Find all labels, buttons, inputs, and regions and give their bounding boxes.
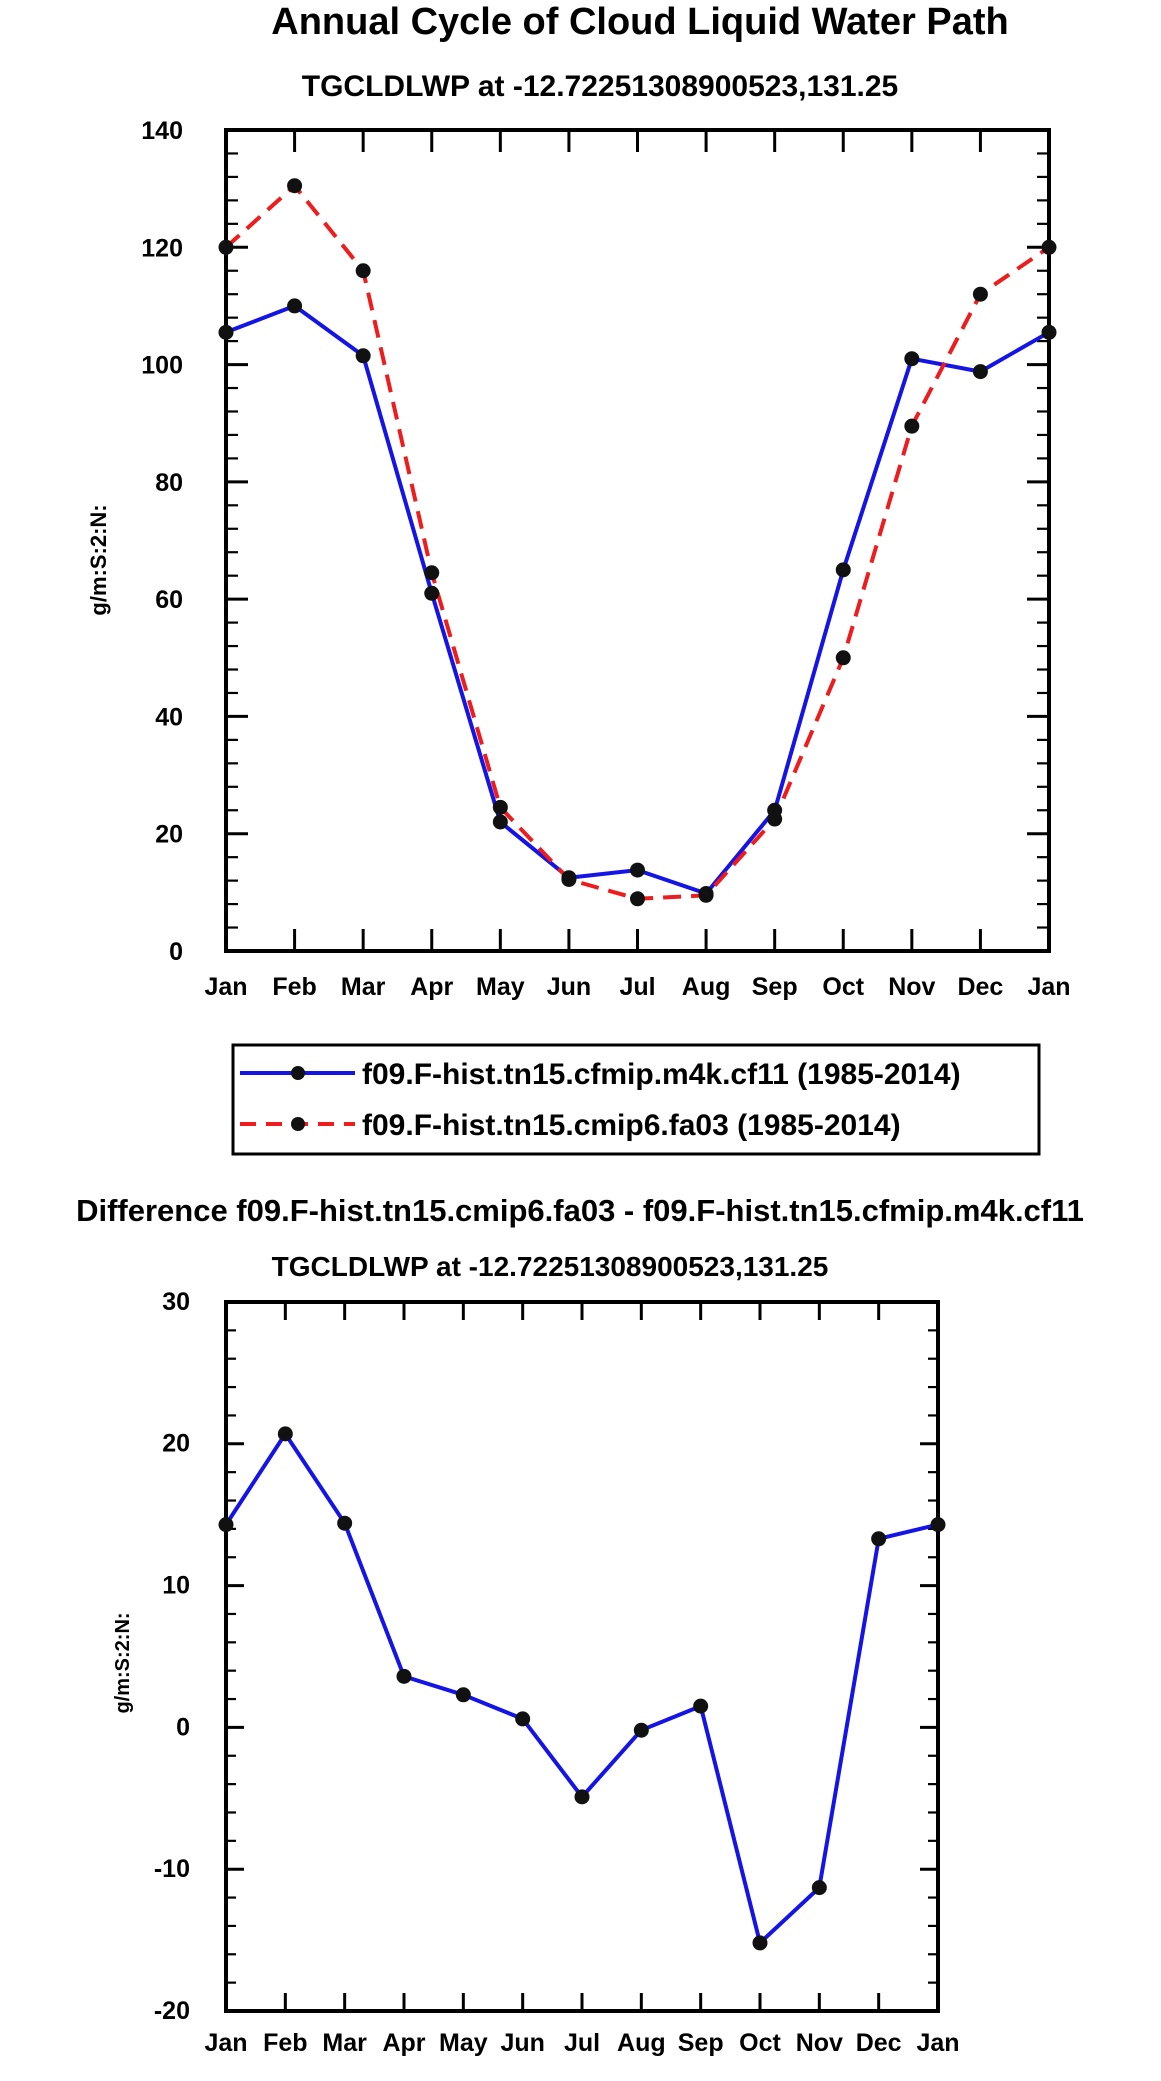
legend-marker-series-2 <box>291 1117 305 1131</box>
chart1-series-2-point <box>630 891 645 907</box>
chart1-series-2-point <box>1041 239 1057 255</box>
chart2-title: Difference f09.F-hist.tn15.cmip6.fa03 - … <box>76 1193 1084 1228</box>
chart2-series-1-point <box>930 1517 946 1533</box>
chart1-series-2-point <box>218 239 234 255</box>
chart2-series-1-point <box>515 1711 531 1727</box>
chart2-xtick-label: Nov <box>796 2029 843 2057</box>
chart2-series-1-point <box>337 1515 353 1531</box>
chart2-series-1-line <box>224 1431 939 1945</box>
chart1-xtick-label: Oct <box>822 973 864 1001</box>
chart2-xtick-label: Apr <box>382 2029 425 2057</box>
chart1-ytick-label: 40 <box>155 703 183 731</box>
legend-label-series-2: f09.F-hist.tn15.cmip6.fa03 (1985-2014) <box>362 1109 901 1142</box>
chart2-xtick-label: Feb <box>263 2029 307 2057</box>
chart1-series-1-point <box>1041 324 1057 340</box>
legend-box <box>231 1043 1041 1156</box>
chart2-series-1-point <box>633 1722 649 1738</box>
chart2-xtick-label: May <box>439 2029 488 2057</box>
chart2-xtick-label: Jan <box>916 2029 959 2057</box>
chart1-ytick-label: 100 <box>141 352 183 380</box>
chart1-series-1-line <box>225 303 1050 896</box>
chart1-ytick-label: 0 <box>169 938 183 966</box>
chart1-series-2-point <box>424 565 440 581</box>
chart1-title: Annual Cycle of Cloud Liquid Water Path <box>271 1 1009 43</box>
chart2-ytick-label: -10 <box>154 1855 190 1883</box>
chart2-ytick-label: 20 <box>162 1430 190 1458</box>
chart2-frame <box>224 1300 940 2013</box>
chart2-series-1-point <box>752 1935 768 1951</box>
chart2-xtick-label: Jul <box>564 2029 600 2057</box>
chart1-plot-area: 0 20 40 60 80 100 120 140 Jan Feb Mar Apr May Jun Jul A… <box>141 117 1070 1001</box>
chart2-xtick-label: Oct <box>739 2029 781 2057</box>
chart1-ytick-label: 120 <box>141 234 183 262</box>
chart1-series-2-line <box>224 183 1051 901</box>
legend-marker-series-1 <box>291 1066 305 1080</box>
chart1-series-1-point <box>630 862 645 878</box>
chart1-ytick-label: 80 <box>155 469 183 497</box>
chart1-ytick-label: 60 <box>155 586 183 614</box>
chart2-ytick-label: 10 <box>162 1572 190 1600</box>
chart2-series-1-point <box>277 1426 293 1442</box>
chart2-series-1-point <box>218 1517 234 1533</box>
chart1-series-1-point <box>424 585 440 601</box>
chart1-series-2-point <box>492 799 508 815</box>
chart1-xtick-label: Sep <box>752 973 798 1001</box>
chart1-xtick-label: Nov <box>888 973 935 1001</box>
chart1-xtick-label: Jan <box>204 973 247 1001</box>
chart1-series-1-point <box>904 351 920 367</box>
chart1-series-2-point <box>767 811 783 827</box>
chart1-xtick-label: Dec <box>957 973 1003 1001</box>
chart1-series-1-point <box>972 364 988 380</box>
chart1-series-2-point <box>904 418 920 434</box>
chart1-xtick-label: Feb <box>272 973 316 1001</box>
chart1-legend: f09.F-hist.tn15.cfmip.m4k.cf11 (1985-201… <box>231 1043 1041 1156</box>
chart1-series-2-point <box>287 178 303 194</box>
chart2-ytick-label: -20 <box>154 1997 190 2025</box>
chart1-ytick-label: 20 <box>155 821 183 849</box>
chart2-ytick-label: 0 <box>176 1713 190 1741</box>
chart2-series-1-point <box>811 1880 827 1896</box>
chart2-series-1-point <box>693 1698 709 1714</box>
chart2-ylabel: g/m:S:2:N: <box>112 1612 134 1713</box>
chart1-series-1-point <box>218 324 234 340</box>
chart1-series-1-point <box>355 348 371 364</box>
chart1-subtitle: TGCLDLWP at -12.72251308900523,131.25 <box>302 70 898 103</box>
chart2-xtick-label: Aug <box>617 2029 666 2057</box>
chart1-series-1-point <box>835 562 851 578</box>
legend-label-series-1: f09.F-hist.tn15.cfmip.m4k.cf11 (1985-201… <box>362 1058 961 1091</box>
chart2-series-1-point <box>871 1531 887 1547</box>
chart1-series-2-point <box>561 871 577 887</box>
chart2-plot-area: -20 -10 0 10 20 30 Jan Feb Mar Apr May Jun Jul Aug Sep… <box>154 1288 960 2057</box>
chart1-series-1-point <box>287 298 303 314</box>
chart1-xtick-label: Mar <box>341 973 386 1001</box>
chart2-subtitle: TGCLDLWP at -12.72251308900523,131.25 <box>272 1251 829 1282</box>
chart2-xtick-label: Jan <box>204 2029 247 2057</box>
chart1-series-2-point <box>355 263 371 279</box>
chart2-xtick-label: Sep <box>678 2029 724 2057</box>
chart1-xtick-label: Jul <box>619 973 655 1001</box>
chart1-xtick-label: Jan <box>1027 973 1070 1001</box>
chart1-series-2-point <box>835 650 851 666</box>
chart2-ytick-label: 30 <box>162 1288 190 1316</box>
chart1-ylabel: g/m:S:2:N: <box>86 504 111 615</box>
chart1-xtick-label: Jun <box>547 973 591 1001</box>
chart1-series-1-point <box>492 814 508 830</box>
chart2-series-1-point <box>574 1789 590 1805</box>
chart2-xtick-label: Dec <box>856 2029 902 2057</box>
chart2-xtick-label: Mar <box>322 2029 367 2057</box>
chart1-ytick-label: 140 <box>141 117 183 145</box>
chart2-xtick-label: Jun <box>500 2029 544 2057</box>
chart1-series-2-point <box>698 887 714 903</box>
chart2-series-1-point <box>396 1668 412 1684</box>
chart1-series-2-point <box>972 286 988 302</box>
chart2-series-1-point <box>455 1687 471 1703</box>
chart1-xtick-label: Aug <box>682 973 731 1001</box>
chart1-xtick-label: May <box>476 973 525 1001</box>
chart1-xtick-label: Apr <box>410 973 453 1001</box>
